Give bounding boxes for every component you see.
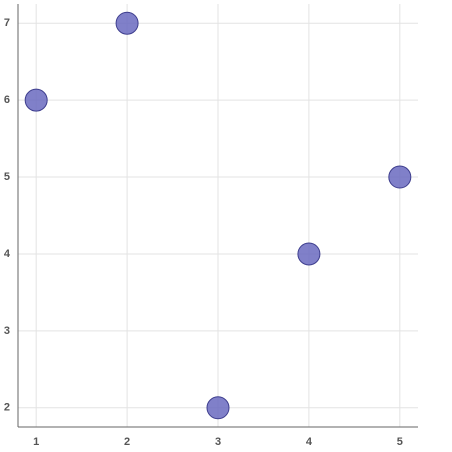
x-tick-label: 5 — [397, 436, 403, 448]
point — [24, 88, 48, 112]
x-tick-label: 3 — [215, 436, 221, 448]
x-tick-label: 2 — [124, 436, 130, 448]
point — [115, 11, 139, 35]
point — [388, 165, 412, 189]
y-tick-label: 6 — [4, 94, 10, 106]
y-tick-label: 2 — [4, 402, 10, 414]
y-tick-label: 7 — [4, 17, 10, 29]
point — [206, 396, 230, 420]
y-tick-label: 4 — [4, 248, 11, 260]
x-tick-label: 1 — [33, 436, 39, 448]
x-tick-label: 4 — [306, 436, 313, 448]
y-tick-label: 5 — [4, 171, 10, 183]
point — [297, 242, 321, 266]
y-tick-label: 3 — [4, 325, 10, 337]
